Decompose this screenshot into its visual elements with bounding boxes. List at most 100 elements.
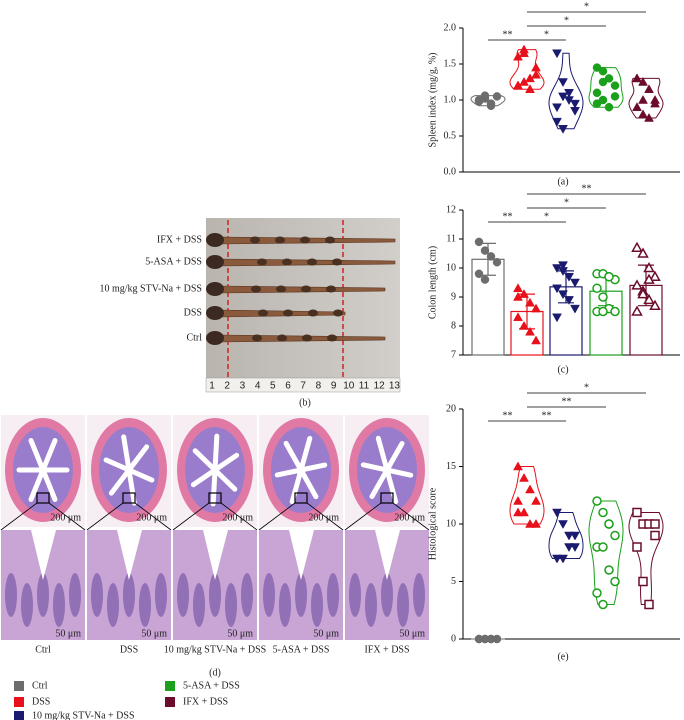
row-label: 10 mg/kg STV-Na + DSS <box>99 283 202 294</box>
point <box>558 261 568 271</box>
point <box>513 461 523 471</box>
significance-label: ** <box>582 183 592 194</box>
point <box>552 284 562 294</box>
panel-label: (a) <box>557 176 568 187</box>
violin <box>548 512 584 559</box>
point <box>519 507 529 517</box>
y-tick-label: 15 <box>446 461 456 472</box>
ruler-number: 7 <box>300 381 306 392</box>
zoom-box <box>294 492 308 504</box>
point <box>558 78 568 88</box>
point <box>525 484 535 494</box>
lumen <box>190 433 240 507</box>
scale-label: 200 μm <box>50 512 81 523</box>
stool <box>301 285 311 293</box>
stool <box>257 258 267 266</box>
significance-label: ** <box>562 396 572 407</box>
crypt <box>5 573 17 617</box>
lumen-zoom <box>203 530 228 580</box>
y-tick-label: 1.0 <box>444 94 457 105</box>
point <box>637 288 649 299</box>
point <box>525 84 535 93</box>
zoom-box <box>380 492 394 504</box>
point <box>643 273 655 284</box>
ruler <box>205 377 401 393</box>
zoom-line <box>220 502 258 531</box>
point <box>610 92 620 101</box>
ruler-number: 2 <box>224 381 230 392</box>
y-axis-label: Colon length (cm) <box>427 246 438 319</box>
significance-label: ** <box>503 211 513 222</box>
point <box>570 99 580 109</box>
lumen <box>360 435 414 505</box>
crypt <box>241 573 253 617</box>
point <box>519 472 529 482</box>
point <box>486 101 496 111</box>
y-tick-label: 10 <box>446 262 456 273</box>
stool <box>332 258 342 266</box>
point <box>643 293 655 305</box>
panel-label: (d) <box>209 667 221 678</box>
point <box>649 270 661 281</box>
point <box>552 103 562 113</box>
stool <box>307 258 317 266</box>
significance-label: ** <box>542 410 552 421</box>
scale-label: 50 μm <box>399 628 425 639</box>
legend-swatch <box>14 711 24 720</box>
crypt <box>263 573 275 617</box>
crypt <box>155 573 167 617</box>
y-tick-label: 0 <box>451 633 456 644</box>
point <box>513 291 523 301</box>
crypt <box>21 583 33 627</box>
crypt <box>225 583 237 627</box>
point <box>592 283 602 294</box>
point <box>598 599 608 610</box>
y-tick-label: 2.0 <box>444 22 457 33</box>
crypt <box>37 573 49 617</box>
point <box>480 275 490 284</box>
point <box>637 247 649 258</box>
scale-label: 200 μm <box>222 512 253 523</box>
cecum <box>206 331 224 345</box>
stool <box>258 309 268 317</box>
lumen <box>103 434 155 506</box>
violin <box>509 49 545 90</box>
cecum <box>206 233 224 247</box>
point <box>564 296 574 305</box>
violin <box>548 52 584 130</box>
legend-label: 10 mg/kg STV-Na + DSS <box>32 710 135 720</box>
zoom-line <box>86 502 124 531</box>
zoom-line <box>306 502 344 531</box>
crypt <box>53 583 65 627</box>
panel-caption: 5-ASA + DSS <box>273 644 330 655</box>
panel-caption: DSS <box>120 644 138 655</box>
point <box>632 542 642 552</box>
crypt <box>381 573 393 617</box>
lumen-zoom <box>31 530 56 580</box>
stool <box>250 236 260 244</box>
zoom-box <box>122 492 136 504</box>
y-tick-label: 10 <box>446 518 456 529</box>
crypt <box>295 573 307 617</box>
scale-label: 200 μm <box>136 512 167 523</box>
point <box>610 81 620 90</box>
y-tick-label: 1.5 <box>444 58 457 69</box>
zoom-line <box>0 502 38 531</box>
stool <box>277 334 287 342</box>
point <box>650 519 660 529</box>
point <box>558 92 568 102</box>
point <box>558 554 568 564</box>
legend-swatch <box>165 681 175 691</box>
point <box>564 531 574 541</box>
point <box>649 299 661 310</box>
point <box>631 279 643 290</box>
legend-label: DSS <box>32 696 50 707</box>
crypt <box>413 573 425 617</box>
point <box>598 507 608 518</box>
crypt <box>365 583 377 627</box>
point <box>604 565 614 575</box>
point <box>650 530 660 541</box>
scale-label: 50 μm <box>141 628 167 639</box>
crypt <box>327 573 339 617</box>
